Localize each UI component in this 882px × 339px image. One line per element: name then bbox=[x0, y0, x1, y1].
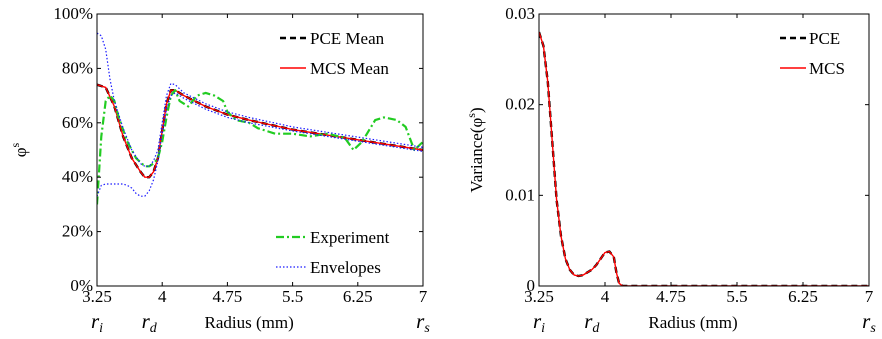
x-tick-label-1-2: 4 bbox=[158, 287, 167, 306]
x-symbol-sub-1-3: s bbox=[424, 321, 430, 336]
x-symbol-sub-1-2: d bbox=[150, 321, 158, 336]
x-symbol-1-1: ri bbox=[91, 309, 103, 336]
x-symbol-base-2-2: r bbox=[584, 309, 593, 333]
series-line-1-3 bbox=[97, 89, 423, 205]
x-symbol-2-3: rs bbox=[862, 309, 876, 336]
y-tick-label-2-3: 0.02 bbox=[505, 95, 535, 114]
y-axis-label-1: φs bbox=[8, 142, 30, 157]
legend-top-label-2-1: PCE bbox=[809, 29, 840, 48]
y-tick-label-1-2: 20% bbox=[62, 222, 93, 241]
y-axis-label-2: Variance(φs) bbox=[464, 107, 486, 192]
y-tick-label-2-4: 0.03 bbox=[505, 4, 535, 23]
legend-top-label-1-1: PCE Mean bbox=[310, 29, 385, 48]
x-symbol-base-1-1: r bbox=[91, 309, 100, 333]
series-line-2-2 bbox=[539, 31, 869, 286]
x-symbol-1-2: rd bbox=[142, 309, 158, 336]
plot-frame-2 bbox=[538, 13, 870, 287]
y-tick-label-1-1: 0% bbox=[70, 276, 93, 295]
plot-frame-1 bbox=[96, 13, 424, 287]
x-symbol-sub-2-3: s bbox=[870, 321, 876, 336]
y-tick-label-2-1: 0 bbox=[527, 276, 536, 295]
legend-top-label-2-2: MCS bbox=[809, 59, 845, 78]
series-line-1-5 bbox=[97, 92, 423, 197]
x-tick-label-1-6: 7 bbox=[419, 287, 428, 306]
x-tick-label-2-2: 4 bbox=[601, 287, 610, 306]
x-symbol-1-3: rs bbox=[416, 309, 430, 336]
y-axis-label-end-2: ) bbox=[467, 107, 486, 113]
y-tick-label-1-4: 60% bbox=[62, 113, 93, 132]
x-symbol-2-1: ri bbox=[533, 309, 545, 336]
x-tick-label-1-4: 5.5 bbox=[282, 287, 303, 306]
x-tick-label-2-6: 7 bbox=[865, 287, 874, 306]
y-tick-label-1-6: 100% bbox=[53, 4, 93, 23]
x-symbol-base-2-1: r bbox=[533, 309, 542, 333]
series-line-1-1 bbox=[97, 83, 423, 179]
x-symbol-base-2-3: r bbox=[862, 309, 871, 333]
x-tick-label-2-4: 5.5 bbox=[726, 287, 747, 306]
series-line-1-4 bbox=[97, 32, 423, 167]
legend-bottom-label-1-1: Experiment bbox=[310, 228, 390, 247]
series-line-1-2 bbox=[97, 84, 423, 178]
x-tick-label-1-5: 6.25 bbox=[343, 287, 373, 306]
x-symbol-base-1-2: r bbox=[142, 309, 151, 333]
y-axis-label-sup-2: s bbox=[464, 113, 478, 118]
y-tick-label-1-5: 80% bbox=[62, 58, 93, 77]
series-group-2 bbox=[539, 31, 869, 286]
x-symbol-2-2: rd bbox=[584, 309, 600, 336]
x-symbol-sub-1-1: i bbox=[99, 321, 103, 336]
x-symbol-sub-2-1: i bbox=[541, 321, 545, 336]
y-axis-label-sup-1: s bbox=[8, 142, 22, 147]
chart-panel-1: 3.25 4 4.75 5.5 6.25 70%20%40%60%80%100%ri rd r… bbox=[8, 4, 430, 336]
y-axis-label-main-1: φ bbox=[11, 147, 30, 157]
x-tick-label-2-5: 6.25 bbox=[788, 287, 818, 306]
y-tick-label-1-3: 40% bbox=[62, 167, 93, 186]
y-tick-label-2-2: 0.01 bbox=[505, 185, 535, 204]
x-tick-label-2-1: 3.25 bbox=[524, 287, 554, 306]
x-tick-label-2-3: 4.75 bbox=[656, 287, 686, 306]
x-symbol-sub-2-2: d bbox=[592, 321, 600, 336]
x-axis-label-1: Radius (mm) bbox=[205, 313, 294, 332]
x-tick-label-1-3: 4.75 bbox=[213, 287, 243, 306]
legend-bottom-label-1-2: Envelopes bbox=[310, 258, 381, 277]
y-axis-label-main-2: Variance(φ bbox=[467, 118, 486, 193]
legend-top-label-1-2: MCS Mean bbox=[310, 59, 389, 78]
x-tick-label-1-1: 3.25 bbox=[82, 287, 112, 306]
x-axis-label-2: Radius (mm) bbox=[648, 313, 737, 332]
series-group-1 bbox=[97, 32, 423, 205]
x-symbol-base-1-3: r bbox=[416, 309, 425, 333]
